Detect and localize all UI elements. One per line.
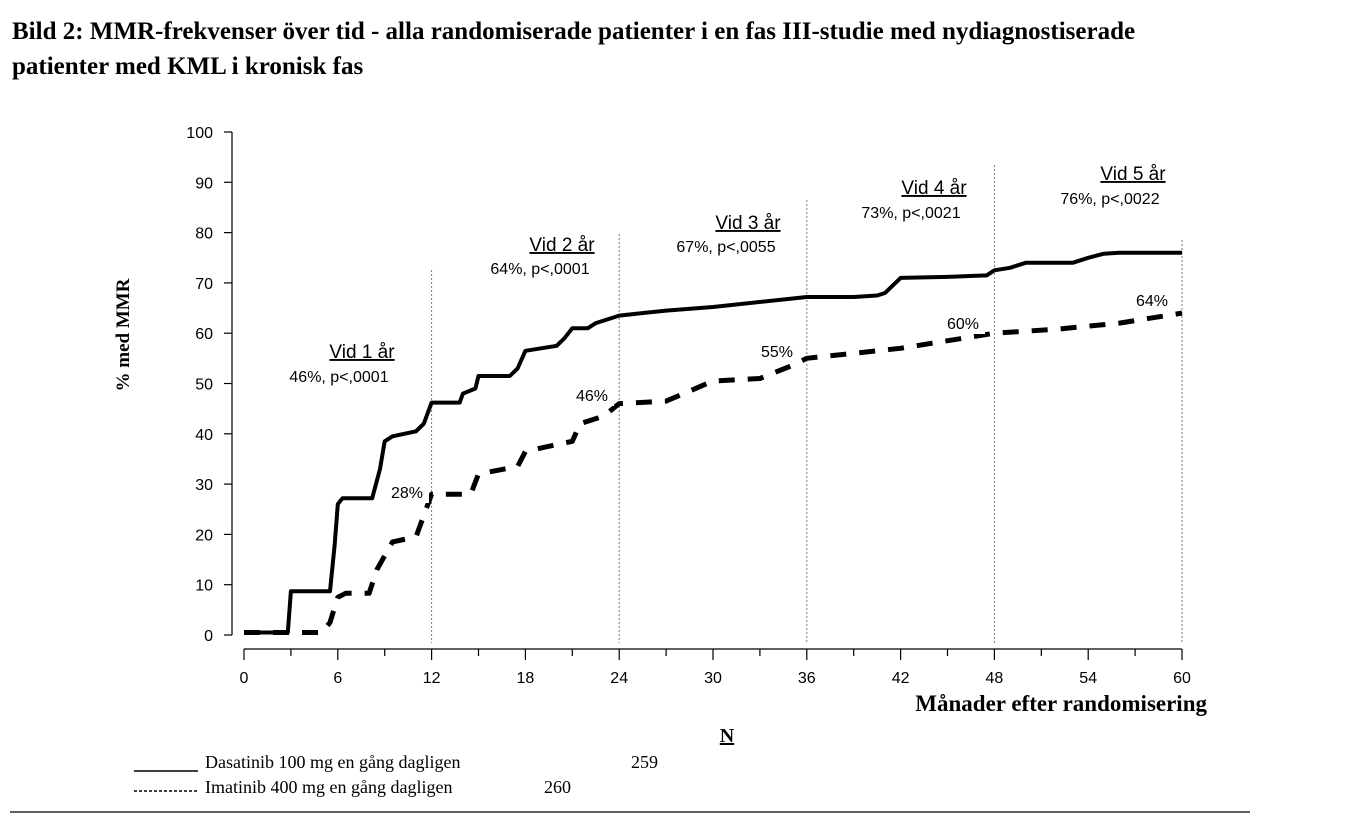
y-tick-label-40: 40: [195, 427, 213, 444]
series-imatinib-line: [244, 310, 1183, 635]
x-tick-label-54: 54: [1079, 670, 1097, 687]
imatinib-label-1-year: 28%: [391, 485, 423, 502]
legend: N Dasatinib 100 mg en gång dagligen 259 …: [134, 725, 735, 797]
y-tick-label-10: 10: [195, 578, 213, 595]
x-tick-label-30: 30: [704, 670, 722, 687]
legend-imatinib-label: Imatinib 400 mg en gång dagligen: [205, 777, 452, 797]
imatinib-label-5-year: 64%: [1136, 293, 1168, 310]
y-tick-label-100: 100: [186, 125, 213, 142]
x-tick-label-18: 18: [517, 670, 535, 687]
annotation-value-1-year: 46%, p<,0001: [289, 369, 388, 386]
y-tick-label-90: 90: [195, 175, 213, 192]
series-dasatinib-line: [244, 250, 1182, 635]
imatinib-label-3-year: 55%: [761, 344, 793, 361]
y-tick-label-20: 20: [195, 527, 213, 544]
x-tick-label-36: 36: [798, 670, 816, 687]
x-tick-label-48: 48: [986, 670, 1004, 687]
y-tick-label-80: 80: [195, 226, 213, 243]
legend-n-header: N: [720, 725, 735, 747]
figure-title: Bild 2: MMR-frekvenser över tid - alla r…: [12, 14, 1368, 84]
x-tick-label-6: 6: [333, 670, 342, 687]
annotation-heading-1-year: Vid 1 år: [329, 342, 395, 363]
y-tick-label-70: 70: [195, 276, 213, 293]
imatinib-label-bg-4: [941, 314, 985, 334]
annotation-value-2-year: 64%, p<,0001: [490, 261, 589, 278]
imatinib-label-bg-2: [570, 386, 614, 406]
y-tick-label-30: 30: [195, 477, 213, 494]
figure-title-line-1: Bild 2: MMR-frekvenser över tid - alla r…: [12, 18, 1136, 45]
x-tick-label-12: 12: [423, 670, 441, 687]
annotation-value-4-year: 73%, p<,0021: [861, 205, 960, 222]
annotation-heading-2-year: Vid 2 år: [529, 235, 595, 256]
annotation-heading-4-year: Vid 4 år: [901, 178, 967, 199]
x-tick-label-42: 42: [892, 670, 910, 687]
figure-title-line-2: patienter med KML i kronisk fas: [12, 53, 364, 80]
imatinib-label-2-year: 46%: [576, 388, 608, 405]
imatinib-label-bg-5: [1130, 291, 1174, 311]
legend-imatinib-n: 260: [544, 777, 571, 797]
y-tick-label-0: 0: [204, 628, 213, 645]
annotation-heading-3-year: Vid 3 år: [715, 213, 781, 234]
annotation-heading-5-year: Vid 5 år: [1100, 164, 1166, 185]
imatinib-label-bg-3: [755, 342, 799, 362]
annotation-value-5-year: 76%, p<,0022: [1060, 191, 1159, 208]
legend-dasatinib-n: 259: [631, 752, 658, 772]
y-tick-label-60: 60: [195, 326, 213, 343]
imatinib-label-4-year: 60%: [947, 316, 979, 333]
annotation-value-3-year: 67%, p<,0055: [676, 239, 775, 256]
x-tick-label-60: 60: [1173, 670, 1191, 687]
legend-dasatinib-label: Dasatinib 100 mg en gång dagligen: [205, 752, 460, 772]
y-axis-label: % med MMR: [113, 278, 134, 391]
y-tick-label-50: 50: [195, 377, 213, 394]
x-tick-label-24: 24: [610, 670, 628, 687]
imatinib-label-bg-1: [385, 483, 429, 503]
x-tick-label-0: 0: [240, 670, 249, 687]
x-axis-label: Månader efter randomisering: [915, 691, 1207, 716]
